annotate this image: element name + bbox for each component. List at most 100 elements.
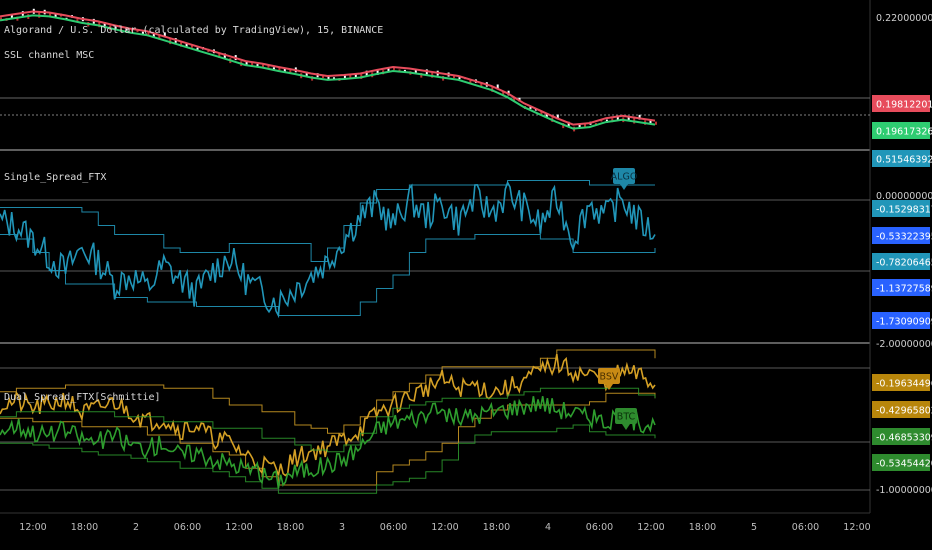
price-candle	[655, 121, 657, 125]
single-upper-band	[0, 180, 655, 262]
single-lower-band	[0, 234, 656, 316]
single-axis-tick-1: -2.00000000	[876, 339, 932, 350]
time-tick: 12:00	[843, 522, 870, 533]
price-candle	[125, 27, 128, 31]
time-tick: 12:00	[431, 522, 458, 533]
value-badge-label: -0.15298317	[876, 205, 932, 216]
single-panel-title: Single_Spread_FTX	[4, 172, 106, 183]
value-badge-label: 0.19812201	[876, 100, 932, 111]
price-candle	[136, 29, 139, 33]
price-candle	[545, 113, 548, 118]
price-candle	[458, 76, 461, 80]
ssl-down-line	[0, 10, 656, 126]
price-candle	[584, 124, 586, 128]
algo-signal-badge[interactable]: ALGO	[611, 168, 638, 190]
price-candle	[49, 13, 52, 18]
value-badge-label: -0.46853309	[876, 433, 932, 444]
price-candle	[343, 75, 346, 79]
price-candle	[365, 70, 368, 76]
value-badge-label: -1.73090909	[876, 317, 932, 328]
price-candle	[578, 123, 581, 128]
price-candle	[529, 106, 532, 109]
price-candle	[638, 114, 641, 120]
time-tick: 18:00	[483, 522, 510, 533]
indicator-title: SSL channel MSC	[4, 50, 94, 61]
value-badge	[872, 312, 930, 329]
price-candle	[502, 91, 505, 97]
time-tick: 2	[133, 522, 139, 533]
algo-signal-label: ALGO	[611, 172, 638, 183]
price-candle	[131, 29, 133, 32]
price-candle	[556, 114, 559, 120]
value-badge	[872, 253, 930, 270]
price-candle	[191, 44, 193, 48]
ssl-up-line	[0, 14, 656, 130]
price-panel-title: Algorand / U.S. Dollar (calculated by Tr…	[4, 25, 383, 36]
single-spread-group	[0, 180, 656, 319]
price-candle	[616, 115, 619, 120]
value-badge-label: -1.13727589	[876, 284, 932, 295]
price-candle	[141, 31, 144, 35]
time-axis: 12:00 18:00 2 06:00 12:00 18:00 3 06:00 12:00 18:…	[19, 522, 870, 533]
price-candle	[567, 121, 570, 127]
price-candle	[0, 17, 2, 20]
value-badge	[872, 227, 930, 244]
time-tick: 06:00	[586, 522, 613, 533]
value-badge-label: -0.19634496	[876, 379, 932, 390]
bsv-signal-label: BSV	[600, 372, 619, 383]
value-badge-label: 0.19617326	[876, 127, 932, 138]
price-candle	[163, 32, 166, 38]
dual-spread-group	[0, 349, 656, 494]
price-candle	[349, 74, 352, 79]
price-candle	[152, 33, 155, 38]
price-candle	[10, 14, 13, 18]
value-badge	[872, 95, 930, 112]
price-candle	[278, 66, 281, 71]
price-candle	[627, 116, 630, 122]
price-candle	[354, 73, 357, 79]
price-series-group	[0, 8, 657, 132]
price-candle	[305, 71, 308, 77]
price-candle	[327, 76, 330, 79]
btc-signal-badge[interactable]: BTC	[615, 408, 637, 430]
price-candle	[262, 64, 264, 68]
price-candle	[649, 119, 652, 124]
value-badges: 0.19812201 0.19617326 0.51546392 -0.1529831…	[872, 95, 932, 471]
time-tick: 3	[339, 522, 345, 533]
price-candle	[398, 69, 401, 72]
dual-panel-title: Dual_Spread_FTX[Schmittie]	[4, 392, 161, 403]
time-tick: 06:00	[380, 522, 407, 533]
dual-axis-tick-0: -1.00000000	[876, 485, 932, 496]
price-candle	[496, 84, 499, 90]
bsv-signal-badge[interactable]: BSV	[598, 368, 620, 390]
price-candle	[376, 70, 379, 75]
time-tick: 12:00	[225, 522, 252, 533]
value-badge-label: -0.42965802	[876, 406, 932, 417]
value-badge	[872, 122, 930, 139]
time-tick: 4	[545, 522, 551, 533]
price-candle	[76, 19, 79, 23]
value-badge	[872, 200, 930, 217]
price-candle	[218, 53, 221, 58]
btc-signal-label: BTC	[617, 412, 636, 423]
price-candle	[393, 67, 395, 70]
price-candle	[469, 80, 472, 83]
bsv-spread-line	[0, 353, 656, 477]
price-candle	[103, 22, 106, 27]
price-candle	[513, 97, 516, 102]
bsv-upper-band	[0, 349, 656, 434]
price-candle	[267, 65, 270, 68]
price-candle	[185, 43, 188, 47]
price-candle	[251, 62, 254, 67]
price-candle	[245, 61, 248, 66]
btc-upper-band	[0, 387, 656, 453]
single-axis-tick-0: 0.00000000	[876, 191, 932, 202]
price-candle	[333, 77, 335, 80]
value-badge	[872, 401, 930, 418]
time-tick: 12:00	[637, 522, 664, 533]
price-candle	[256, 64, 259, 68]
value-badge	[872, 454, 930, 471]
price-candle	[158, 34, 161, 40]
price-candle	[54, 14, 57, 18]
